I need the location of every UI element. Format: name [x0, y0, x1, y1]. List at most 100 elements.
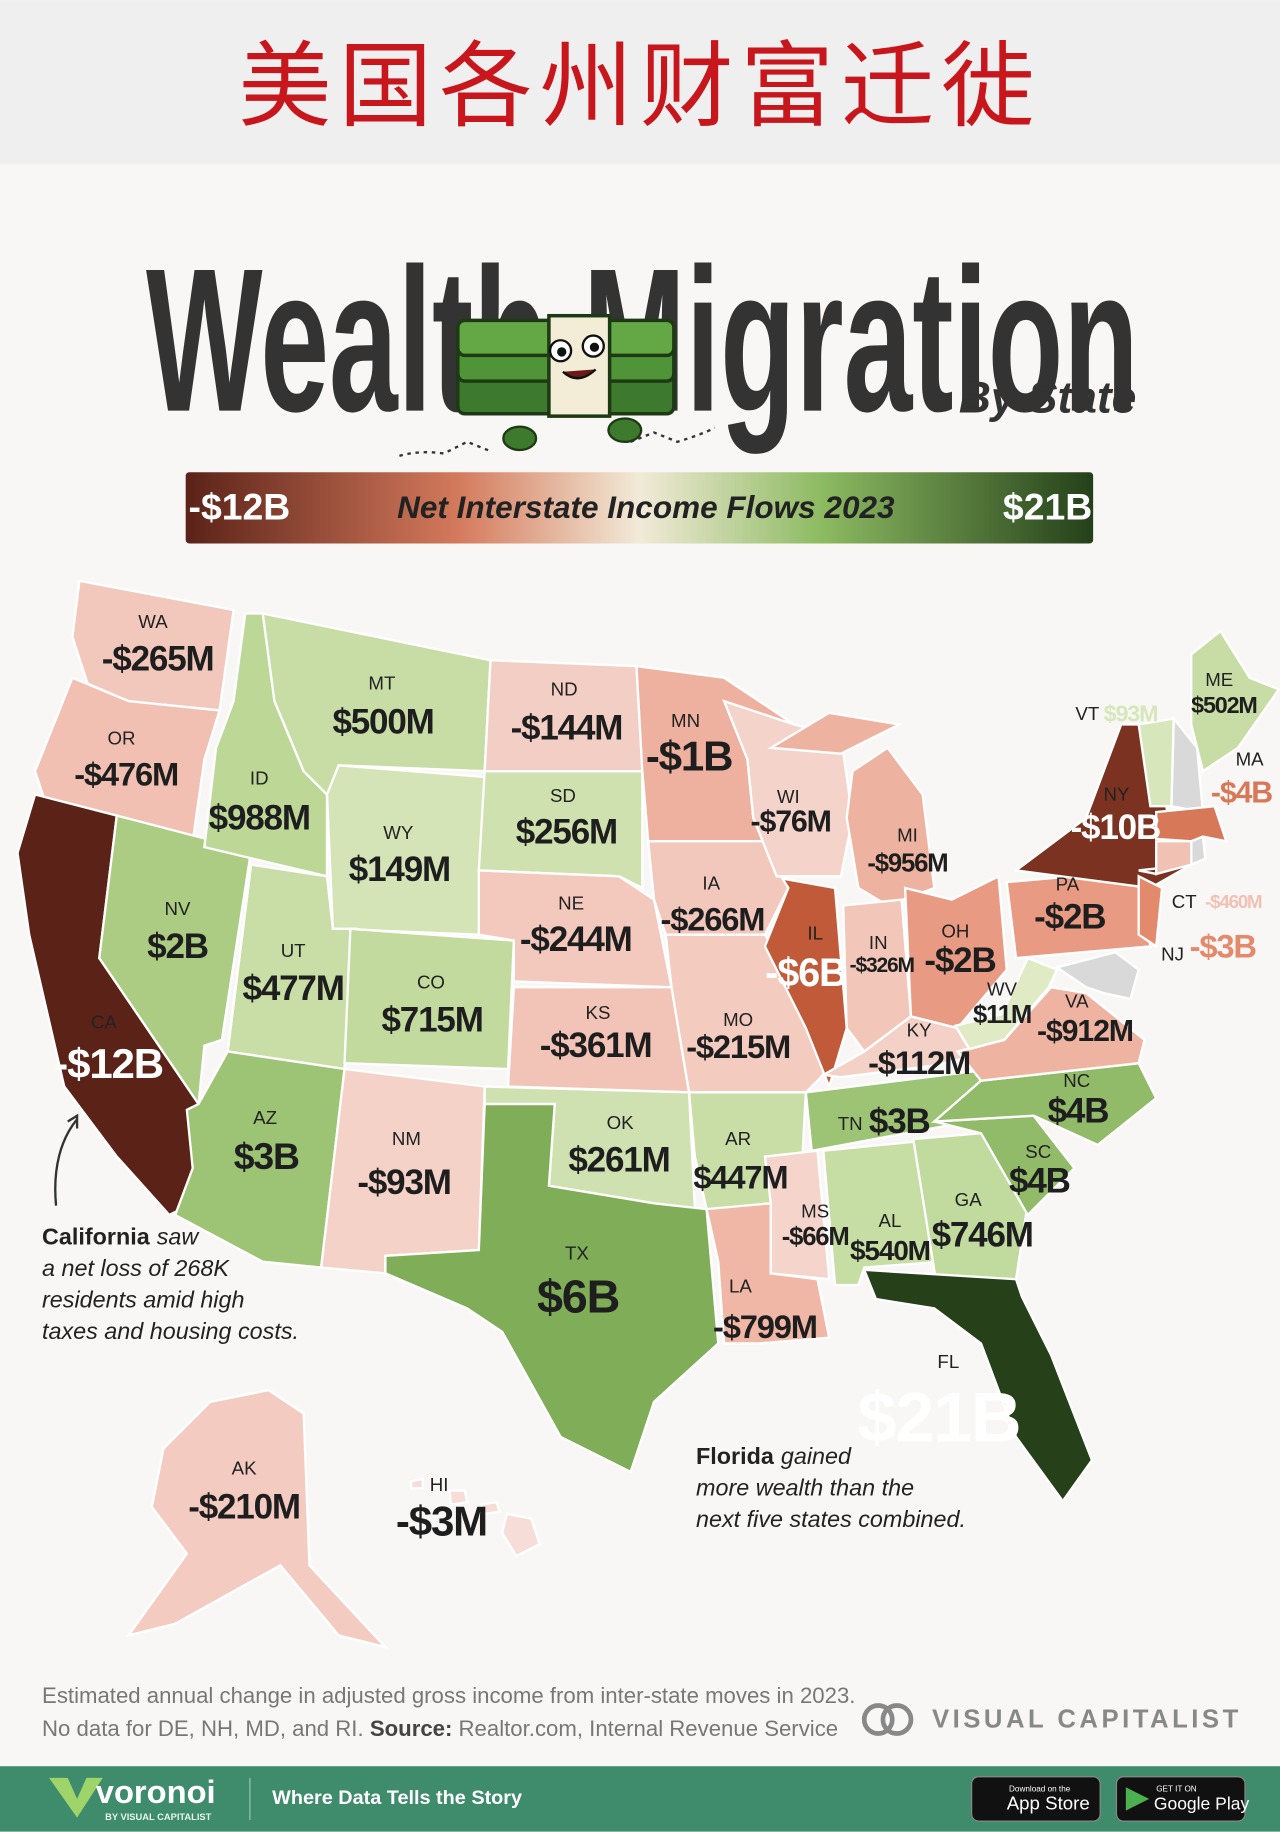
app-store-button[interactable] [971, 1776, 1101, 1822]
header-title: 美国各州财富迁徙 [238, 33, 1041, 138]
state-code: MN [671, 710, 700, 731]
state-value: -$2B [924, 941, 995, 980]
state-code: GA [955, 1189, 983, 1210]
no-data-note: No data for DE, NH, MD, and RI. [42, 1716, 364, 1741]
state-value: -$10B [1071, 808, 1161, 847]
state-value: -$93M [357, 1163, 450, 1202]
state-code: HI [430, 1474, 449, 1495]
state-code: UT [281, 940, 306, 961]
state-value: -$144M [511, 709, 623, 748]
state-code: IL [807, 923, 823, 944]
state-value: $988M [209, 798, 310, 837]
state [819, 1014, 995, 1079]
state-code: ID [250, 767, 269, 788]
mascot [399, 313, 716, 457]
state-value: $4B [1048, 1092, 1109, 1131]
state [477, 869, 673, 989]
state-value: -$1B [646, 733, 732, 780]
state [343, 927, 516, 1071]
state [862, 1268, 1094, 1504]
state-value: $3B [234, 1135, 299, 1177]
state-code: AR [725, 1128, 751, 1149]
state [911, 1132, 1029, 1287]
state-code: CA [91, 1011, 117, 1032]
state [1155, 804, 1229, 843]
state-value: -$266M [660, 900, 764, 937]
state-code: AL [879, 1210, 902, 1231]
tagline: Where Data Tells the Story [272, 1787, 522, 1809]
state-code: WV [987, 979, 1018, 1000]
annotation-bold: Florida [696, 1443, 775, 1469]
state-code: VT [1075, 703, 1099, 724]
state-code: CT [1172, 891, 1197, 912]
state-code: NY [1104, 784, 1130, 805]
state-code: VA [1065, 990, 1089, 1011]
google-small: GET IT ON [1156, 1785, 1197, 1794]
state-code: MI [897, 825, 918, 846]
state-code: SD [550, 785, 576, 806]
state-value: -$3M [396, 1498, 487, 1545]
state-value: -$476M [74, 756, 178, 793]
state-value: -$76M [751, 806, 831, 839]
state-value: -$3B [1190, 927, 1257, 964]
annotation-line: next five states combined. [696, 1506, 966, 1532]
state-code: LA [729, 1275, 752, 1296]
state-code: OR [107, 728, 135, 749]
state-code: MO [723, 1009, 753, 1030]
state-value: -$2B [1034, 898, 1105, 937]
state-code: SC [1025, 1141, 1051, 1162]
voronoi-icon [49, 1777, 103, 1818]
state-value: $6B [537, 1271, 619, 1323]
infographic-subtitle: By State [959, 374, 1137, 423]
no-data-state [1054, 950, 1141, 1001]
state-value: -$215M [686, 1028, 790, 1065]
state-code: MA [1236, 749, 1265, 770]
state-value: -$956M [867, 849, 947, 877]
footer-source: No data for DE, NH, MD, and RI. Source: … [42, 1716, 838, 1741]
legend-bar [185, 472, 1094, 544]
legend-min-label: -$12B [189, 485, 291, 527]
state-value: $261M [568, 1141, 669, 1180]
google-play-icon [1125, 1787, 1150, 1811]
state-value: $93M [1104, 700, 1158, 726]
annotation-line: saw [157, 1224, 201, 1250]
state-value: $540M [850, 1235, 930, 1266]
state-code: WY [383, 822, 414, 843]
google-play-button[interactable] [1115, 1776, 1246, 1822]
florida-annotation: Florida gained more wealth than the next fi… [696, 1443, 966, 1532]
voronoi-logo: voronoi [96, 1773, 216, 1810]
state-value: $715M [381, 1001, 482, 1040]
state-value: -$265M [102, 640, 214, 679]
state-value: $256M [516, 812, 617, 851]
state [1155, 840, 1193, 876]
state-value: -$4B [1211, 777, 1272, 810]
state-code: PA [1056, 874, 1080, 895]
state-value: -$66M [782, 1223, 849, 1251]
state-code: NJ [1161, 944, 1184, 965]
state [1137, 874, 1164, 949]
source-label: Source: [370, 1716, 453, 1741]
state-value: -$460M [1205, 891, 1262, 912]
state [409, 1477, 541, 1558]
google-label: Google Play [1154, 1793, 1250, 1813]
state-value: -$799M [713, 1308, 817, 1345]
state [125, 1388, 389, 1650]
state [33, 676, 222, 843]
map [16, 579, 1280, 1650]
state-value: $502M [1191, 692, 1257, 718]
source: Realtor.com, Internal Revenue Service [459, 1716, 839, 1741]
state-value: -$112M [868, 1044, 970, 1081]
state-code: IN [869, 932, 888, 953]
state-code: KY [907, 1020, 932, 1041]
state-value: $4B [1009, 1162, 1070, 1201]
state-code: NE [558, 892, 584, 913]
app-store-small: Download on the [1009, 1785, 1071, 1794]
state-code: MS [801, 1201, 829, 1222]
app-store-label: App Store [1007, 1793, 1090, 1814]
state-code: WA [138, 611, 168, 632]
state-code: TN [838, 1113, 863, 1134]
state [763, 1149, 831, 1281]
state-code: NM [392, 1128, 421, 1149]
